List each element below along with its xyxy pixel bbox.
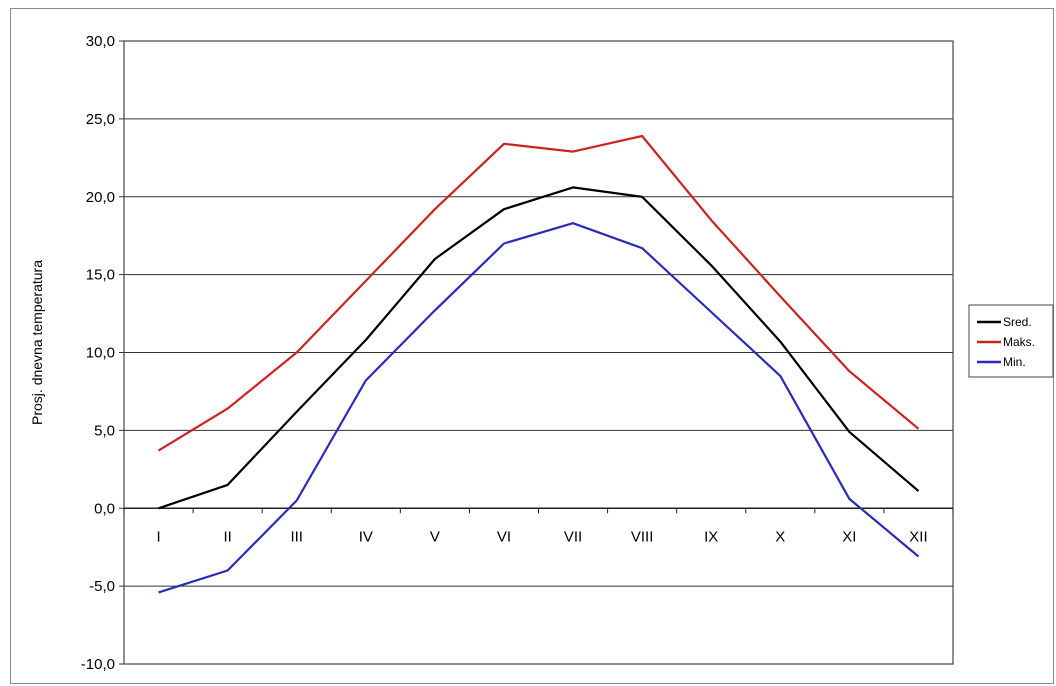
y-tick-label: 20,0 <box>86 189 115 206</box>
gridlines <box>124 40 953 665</box>
x-tick-label: III <box>290 528 303 545</box>
axes: 30,025,020,015,010,05,00,0-5,0-10,0I II II… <box>29 33 954 673</box>
legend-label: Min. <box>1003 355 1026 369</box>
x-tick-label: II <box>223 528 231 545</box>
x-tick-label: VI <box>497 528 511 545</box>
series-lines <box>157 134 920 594</box>
x-tick-label: X <box>775 528 785 545</box>
line-chart: 30,025,020,015,010,05,00,0-5,0-10,0I II II… <box>29 33 1054 673</box>
x-tick-label: XI <box>842 528 856 545</box>
y-tick-label: 5,0 <box>94 422 115 439</box>
x-tick-label: V <box>430 528 440 545</box>
series-line-min <box>158 222 920 594</box>
legend-label: Maks. <box>1003 335 1035 349</box>
y-tick-label: -10,0 <box>81 656 115 673</box>
x-tick-label: VII <box>564 528 582 545</box>
legend: Sred. Maks. Min. <box>968 304 1054 378</box>
x-tick-label: XII <box>909 528 927 545</box>
y-tick-label: 30,0 <box>86 33 115 50</box>
y-axis-label: Prosj. dnevna temperatura <box>29 260 45 425</box>
legend-label: Sred. <box>1003 315 1032 329</box>
x-tick-label: IX <box>704 528 718 545</box>
x-tick-label: IV <box>359 528 373 545</box>
series-line-sred <box>158 186 920 510</box>
x-tick-label: VIII <box>631 528 654 545</box>
y-tick-label: 25,0 <box>86 111 115 128</box>
x-tick-label: I <box>156 528 160 545</box>
chart-frame: 30,0 25,0 20,0 15,0 10,0 5,0 0,0 -5,0 -10,0 I II II… <box>10 8 1054 684</box>
y-tick-label: -5,0 <box>89 578 115 595</box>
y-tick-label: 15,0 <box>86 267 115 284</box>
y-tick-label: 10,0 <box>86 345 115 362</box>
series-line-maks <box>157 134 920 452</box>
y-tick-label: 0,0 <box>94 500 115 517</box>
